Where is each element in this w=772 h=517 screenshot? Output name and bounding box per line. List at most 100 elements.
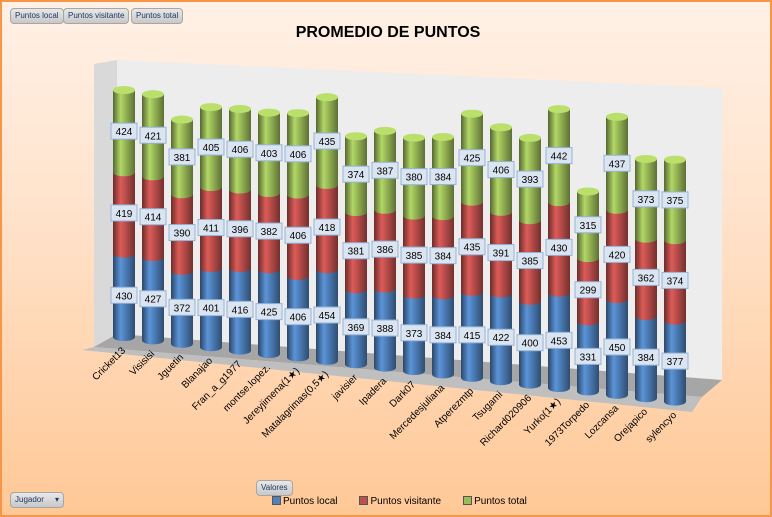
data-label: 406 (290, 313, 307, 324)
data-label: 373 (638, 195, 655, 206)
bar-top (200, 103, 222, 112)
data-label: 388 (377, 324, 394, 335)
data-label: 381 (348, 247, 365, 258)
bar-bottom (171, 190, 193, 199)
data-label-box (110, 204, 138, 222)
bar-bottom (519, 296, 541, 305)
data-label: 381 (174, 153, 191, 164)
bar-top (345, 132, 367, 141)
bar-bottom (316, 180, 338, 189)
data-label: 435 (319, 137, 336, 148)
data-label: 406 (232, 145, 249, 156)
bar-bottom (229, 346, 251, 355)
x-tick-label: Ipadera (357, 376, 389, 408)
data-label: 414 (145, 213, 162, 224)
data-label: 401 (203, 304, 220, 315)
field-button-puntos-visitante[interactable]: Puntos visitante (63, 8, 130, 24)
bar-bottom (490, 207, 512, 216)
data-label: 425 (261, 308, 278, 319)
bar-top (519, 133, 541, 142)
data-label-box (661, 271, 689, 289)
data-label-box (603, 154, 631, 172)
data-label-box (545, 147, 573, 165)
bar-bottom (635, 234, 657, 243)
data-label-box (400, 168, 428, 186)
bar-bottom (345, 285, 367, 294)
bar-bottom (461, 373, 483, 382)
legend-swatch (463, 496, 473, 505)
data-label: 442 (551, 152, 568, 163)
bar-bottom (287, 353, 309, 362)
bar-bottom (635, 312, 657, 321)
data-label-box (487, 244, 515, 262)
bar-bottom (490, 289, 512, 298)
bar-bottom (258, 265, 280, 274)
bar-bottom (316, 356, 338, 365)
data-label-box (342, 242, 370, 260)
bar-top (432, 132, 454, 141)
data-label: 418 (319, 223, 336, 234)
legend: Puntos local Puntos visitante Puntos tot… (272, 496, 527, 507)
data-label-box (313, 218, 341, 236)
bar-bottom (258, 189, 280, 198)
data-label: 315 (580, 221, 597, 232)
data-label: 393 (522, 175, 539, 186)
data-label-box (487, 161, 515, 179)
data-label: 384 (435, 252, 452, 263)
data-label: 430 (116, 291, 133, 302)
data-label-box (632, 348, 660, 366)
x-tick-label: Jereyjimena(1★) (241, 366, 302, 427)
bar-bottom (548, 198, 570, 207)
data-label: 331 (580, 352, 597, 363)
data-label: 384 (435, 173, 452, 184)
bar-bottom (171, 266, 193, 275)
data-label-box (371, 161, 399, 179)
data-label-box (197, 138, 225, 156)
x-tick-label: Dark07 (388, 379, 419, 410)
bar-top (490, 123, 512, 132)
bar-bottom (577, 254, 599, 263)
axis-field-button[interactable]: Jugador ▾ (10, 492, 64, 508)
bar-bottom (403, 290, 425, 299)
data-label-box (429, 247, 457, 265)
data-label: 425 (464, 154, 481, 165)
data-label-box (574, 281, 602, 299)
axis-field-label: Jugador (15, 495, 44, 504)
bar-bottom (577, 317, 599, 326)
data-label-box (342, 318, 370, 336)
bar-top (258, 108, 280, 117)
data-label-box (661, 191, 689, 209)
x-tick-label: Mercedesjuliana (388, 382, 448, 442)
data-label: 380 (406, 173, 423, 184)
bar-bottom (200, 182, 222, 191)
bar-bottom (548, 288, 570, 297)
data-label: 384 (638, 353, 655, 364)
data-label-box (255, 222, 283, 240)
legend-item-local: Puntos local (272, 496, 337, 507)
data-label-box (342, 165, 370, 183)
data-label-box (110, 122, 138, 140)
data-label: 375 (667, 196, 684, 207)
values-field-button[interactable]: Valores (256, 480, 293, 496)
data-label: 386 (377, 245, 394, 256)
data-label-box (313, 306, 341, 324)
bar-bottom (316, 265, 338, 274)
data-label: 372 (174, 303, 191, 314)
data-label-box (429, 168, 457, 186)
data-label: 411 (203, 224, 219, 235)
data-label-box (661, 352, 689, 370)
bar-bottom (635, 394, 657, 403)
bar-bottom (548, 384, 570, 392)
data-label: 385 (406, 251, 423, 262)
floor-edge (82, 347, 702, 412)
data-label: 387 (377, 166, 394, 177)
data-label-box (168, 148, 196, 166)
data-label-box (487, 328, 515, 346)
bar-top (229, 104, 251, 113)
data-label: 391 (493, 249, 510, 260)
legend-label: Puntos visitante (370, 496, 442, 507)
field-button-puntos-total[interactable]: Puntos total (131, 8, 184, 24)
data-label: 403 (261, 149, 278, 160)
data-label-box (255, 144, 283, 162)
bar-bottom (113, 249, 135, 258)
